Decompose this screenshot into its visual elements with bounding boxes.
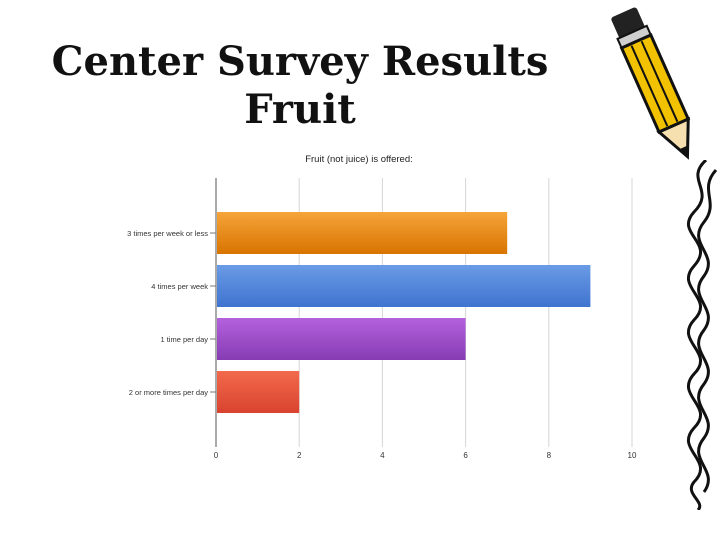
x-tick-label: 10 bbox=[628, 451, 637, 460]
x-tick-label: 0 bbox=[214, 451, 219, 460]
x-tick-label: 8 bbox=[547, 451, 552, 460]
x-tick-label: 2 bbox=[297, 451, 302, 460]
category-label: 3 times per week or less bbox=[127, 229, 208, 238]
bar bbox=[217, 371, 300, 413]
bar bbox=[217, 318, 466, 360]
category-label: 2 or more times per day bbox=[129, 388, 208, 397]
slide-title: Center Survey Results Fruit bbox=[40, 38, 560, 134]
bars-group bbox=[217, 212, 591, 413]
x-tick-label: 6 bbox=[463, 451, 468, 460]
bar bbox=[217, 265, 591, 307]
chart-title: Fruit (not juice) is offered: bbox=[305, 154, 413, 165]
pencil-icon bbox=[611, 7, 691, 160]
bar bbox=[217, 212, 508, 254]
squiggle-decoration bbox=[686, 160, 718, 510]
category-label: 1 time per day bbox=[160, 335, 208, 344]
category-label: 4 times per week bbox=[151, 282, 208, 291]
category-labels: 3 times per week or less 4 times per week… bbox=[127, 229, 208, 397]
slide-title-line1: Center Survey Results bbox=[51, 38, 549, 85]
x-tick-label: 4 bbox=[380, 451, 385, 460]
slide-title-line2: Fruit bbox=[244, 86, 356, 133]
x-tick-labels: 0 2 4 6 8 10 bbox=[214, 451, 637, 460]
